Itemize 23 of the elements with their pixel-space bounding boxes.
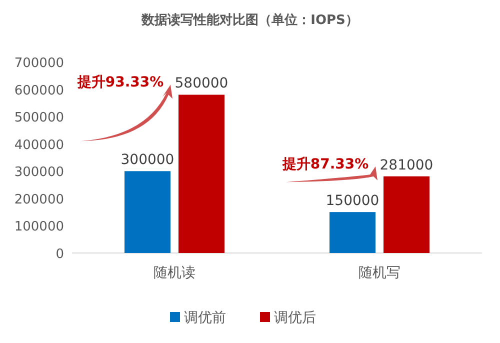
y-tick-label: 100000 — [14, 220, 64, 235]
annotation: 提升87.33% — [281, 155, 369, 172]
bar — [178, 94, 224, 253]
data-label: 281000 — [380, 157, 434, 174]
bar — [384, 176, 430, 253]
y-tick-label: 700000 — [14, 56, 64, 71]
chart-title: 数据读写性能对比图（单位：IOPS） — [140, 12, 358, 28]
y-tick-label: 400000 — [14, 138, 64, 153]
bar — [124, 171, 170, 253]
y-tick-label: 600000 — [14, 83, 64, 98]
y-tick-label: 300000 — [14, 165, 64, 180]
annotation: 提升93.33% — [76, 74, 164, 91]
legend-label: 调优前 — [184, 310, 226, 326]
y-tick-label: 500000 — [14, 110, 64, 126]
x-tick-label: 随机写 — [358, 265, 400, 281]
data-label: 580000 — [174, 76, 228, 92]
y-tick-label: 0 — [56, 247, 64, 262]
x-tick-label: 随机读 — [154, 265, 196, 281]
bar — [330, 212, 376, 253]
data-label: 150000 — [326, 193, 380, 210]
legend-label: 调优后 — [274, 310, 316, 326]
y-tick-label: 200000 — [14, 192, 64, 208]
data-label: 300000 — [120, 152, 174, 168]
